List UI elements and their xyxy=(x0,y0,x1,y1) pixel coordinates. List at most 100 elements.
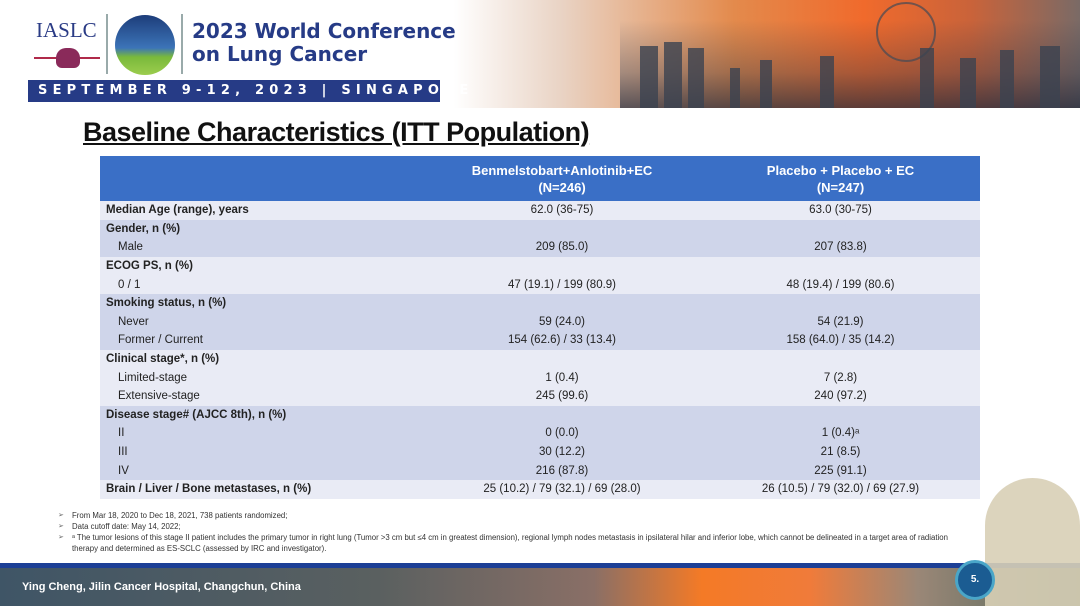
treatment-value: 25 (10.2) / 79 (32.1) / 69 (28.0) xyxy=(423,479,701,499)
placebo-value: 54 (21.9) xyxy=(701,312,980,332)
treatment-value: 59 (24.0) xyxy=(423,312,701,332)
table-row: Clinical stage*, n (%) xyxy=(100,349,980,369)
table-row: Never 59 (24.0) 54 (21.9) xyxy=(100,312,980,332)
column-n: (N=246) xyxy=(538,179,586,195)
table-row: 0 / 1 47 (19.1) / 199 (80.9) 48 (19.4) / 1… xyxy=(100,275,980,294)
table-row: III 30 (12.2) 21 (8.5) xyxy=(100,442,980,462)
row-label: Extensive-stage xyxy=(100,386,423,406)
table-row: ECOG PS, n (%) xyxy=(100,256,980,276)
iaslc-logo: IASLC xyxy=(36,18,97,42)
baseline-table: Benmelstobart+Anlotinib+EC (N=246) Placeb… xyxy=(100,156,980,499)
placebo-value: 7 (2.8) xyxy=(701,368,980,387)
building xyxy=(920,48,934,108)
merlion-icon xyxy=(985,478,1080,606)
row-heading: Smoking status, n (%) xyxy=(100,293,423,313)
table-row: Former / Current 154 (62.6) / 33 (13.4) 15… xyxy=(100,331,980,350)
treatment-value: 30 (12.2) xyxy=(423,442,701,462)
treatment-value: 1 (0.4) xyxy=(423,368,701,387)
footer-divider xyxy=(0,563,1080,568)
row-heading: ECOG PS, n (%) xyxy=(100,256,423,276)
row-heading: Brain / Liver / Bone metastases, n (%) xyxy=(100,479,423,499)
row-heading: Gender, n (%) xyxy=(100,219,423,239)
conference-dates: SEPTEMBER 9-12, 2023 | SINGAPORE xyxy=(28,80,468,102)
column-header-placebo: Placebo + Placebo + EC (N=247) xyxy=(701,156,980,201)
row-heading: Median Age (range), years xyxy=(100,201,423,220)
building xyxy=(1040,46,1060,108)
conference-line-1: 2023 World Conference xyxy=(192,19,456,43)
table-row: Smoking status, n (%) xyxy=(100,293,980,313)
footnote: From Mar 18, 2020 to Dec 18, 2021, 738 p… xyxy=(58,510,968,521)
ferris-wheel-icon xyxy=(876,2,936,62)
conference-banner: IASLC 2023 World Conference on Lung Canc… xyxy=(0,0,1080,108)
placebo-value: 225 (91.1) xyxy=(701,461,980,480)
header-blank xyxy=(100,156,423,201)
treatment-value xyxy=(423,219,701,239)
footnote: Data cutoff date: May 14, 2022; xyxy=(58,521,968,532)
building xyxy=(688,48,704,108)
building xyxy=(664,42,682,108)
table-row: II 0 (0.0) 1 (0.4)ᵃ xyxy=(100,424,980,443)
treatment-value xyxy=(423,293,701,313)
row-label: IV xyxy=(100,461,423,480)
row-label: Limited-stage xyxy=(100,368,423,387)
presenter-credit: Ying Cheng, Jilin Cancer Hospital, Chang… xyxy=(22,581,301,593)
placebo-value: 26 (10.5) / 79 (32.0) / 69 (27.9) xyxy=(701,479,980,499)
building xyxy=(730,68,740,108)
placebo-value: 21 (8.5) xyxy=(701,442,980,462)
table-row: Brain / Liver / Bone metastases, n (%) 25… xyxy=(100,479,980,499)
treatment-value: 0 (0.0) xyxy=(423,424,701,443)
placebo-value xyxy=(701,256,980,276)
placebo-value: 207 (83.8) xyxy=(701,238,980,257)
row-label: 0 / 1 xyxy=(100,275,423,294)
building xyxy=(640,46,658,108)
footer-bar: Ying Cheng, Jilin Cancer Hospital, Chang… xyxy=(0,568,1080,606)
table-row: Gender, n (%) xyxy=(100,219,980,239)
supertree-logo xyxy=(115,15,175,75)
conference-name: 2023 World Conference on Lung Cancer xyxy=(192,20,456,66)
row-label: Never xyxy=(100,312,423,332)
row-label: III xyxy=(100,442,423,462)
building xyxy=(820,56,834,108)
table-header: Benmelstobart+Anlotinib+EC (N=246) Placeb… xyxy=(100,156,980,201)
row-label: Former / Current xyxy=(100,331,423,350)
table-row: Disease stage# (AJCC 8th), n (%) xyxy=(100,405,980,425)
placebo-value: 63.0 (30-75) xyxy=(701,201,980,220)
building xyxy=(960,58,976,108)
placebo-value xyxy=(701,219,980,239)
placebo-value xyxy=(701,405,980,425)
column-n: (N=247) xyxy=(816,179,865,195)
treatment-value: 154 (62.6) / 33 (13.4) xyxy=(423,331,701,350)
placebo-value: 158 (64.0) / 35 (14.2) xyxy=(701,331,980,350)
treatment-value: 245 (99.6) xyxy=(423,386,701,406)
treatment-value: 62.0 (36-75) xyxy=(423,201,701,220)
table-row: Male 209 (85.0) 207 (83.8) xyxy=(100,238,980,257)
treatment-value: 216 (87.8) xyxy=(423,461,701,480)
treatment-value: 47 (19.1) / 199 (80.9) xyxy=(423,275,701,294)
building xyxy=(760,60,772,108)
table-row: Limited-stage 1 (0.4) 7 (2.8) xyxy=(100,368,980,387)
footnotes: From Mar 18, 2020 to Dec 18, 2021, 738 p… xyxy=(58,510,968,554)
divider xyxy=(181,14,183,74)
placebo-value: 1 (0.4)ᵃ xyxy=(701,424,980,443)
conference-line-2: on Lung Cancer xyxy=(192,42,368,66)
row-label: Male xyxy=(100,238,423,257)
placebo-value: 48 (19.4) / 199 (80.6) xyxy=(701,275,980,294)
row-heading: Clinical stage*, n (%) xyxy=(100,349,423,369)
singapore-skyline-image xyxy=(620,2,1080,108)
table-row: Median Age (range), years 62.0 (36-75) 63.… xyxy=(100,201,980,220)
footnote: ᵃ The tumor lesions of this stage II pat… xyxy=(58,532,968,543)
page-number: 5. xyxy=(955,560,995,600)
divider xyxy=(106,14,108,74)
lungs-icon xyxy=(56,48,80,68)
slide-title: Baseline Characteristics (ITT Population… xyxy=(83,117,590,147)
table-row: Extensive-stage 245 (99.6) 240 (97.2) xyxy=(100,386,980,406)
table-row: IV 216 (87.8) 225 (91.1) xyxy=(100,461,980,480)
treatment-value xyxy=(423,256,701,276)
row-heading: Disease stage# (AJCC 8th), n (%) xyxy=(100,405,423,425)
placebo-value xyxy=(701,349,980,369)
placebo-value xyxy=(701,293,980,313)
placebo-value: 240 (97.2) xyxy=(701,386,980,406)
building xyxy=(1000,50,1014,108)
treatment-value xyxy=(423,405,701,425)
footnote-continuation: therapy and determined as ES-SCLC (asses… xyxy=(72,544,327,553)
